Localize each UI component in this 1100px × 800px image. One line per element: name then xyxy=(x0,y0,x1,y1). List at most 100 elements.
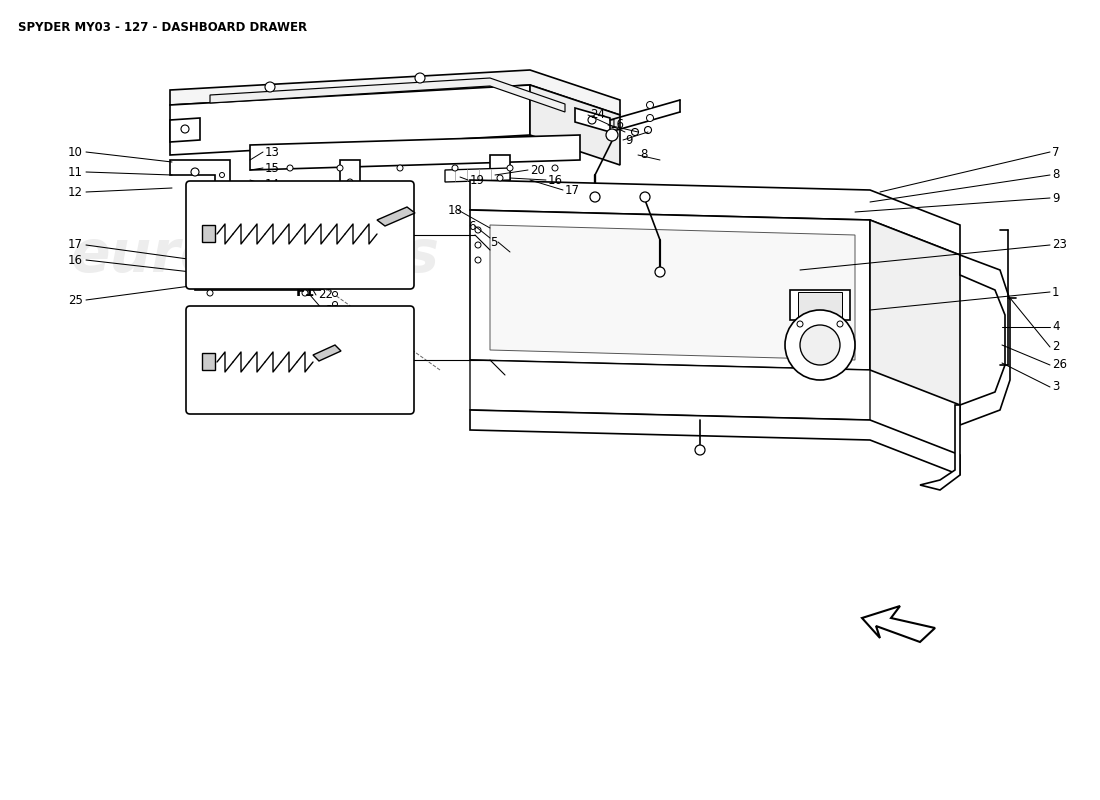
Text: 13: 13 xyxy=(265,146,279,158)
Polygon shape xyxy=(270,235,289,285)
Text: 27: 27 xyxy=(308,214,322,226)
Text: 16: 16 xyxy=(68,254,82,266)
Text: 25: 25 xyxy=(68,294,82,306)
Text: 23: 23 xyxy=(1052,238,1067,251)
Circle shape xyxy=(588,116,596,124)
Circle shape xyxy=(475,242,481,248)
Polygon shape xyxy=(920,405,960,490)
Circle shape xyxy=(287,165,293,171)
Circle shape xyxy=(475,227,481,233)
Text: 11: 11 xyxy=(68,166,82,178)
Text: 9: 9 xyxy=(1052,191,1059,205)
Text: 22: 22 xyxy=(318,289,333,302)
Circle shape xyxy=(606,129,618,141)
Circle shape xyxy=(475,257,481,263)
Polygon shape xyxy=(170,70,620,115)
Text: 2: 2 xyxy=(1052,341,1059,354)
Text: 7: 7 xyxy=(1052,146,1059,158)
Text: 19: 19 xyxy=(470,174,485,186)
Circle shape xyxy=(220,173,224,178)
Circle shape xyxy=(695,445,705,455)
Text: 17: 17 xyxy=(565,183,580,197)
Circle shape xyxy=(332,302,338,306)
Text: 14: 14 xyxy=(265,178,280,190)
Polygon shape xyxy=(530,85,620,165)
Text: 24: 24 xyxy=(590,109,605,122)
Polygon shape xyxy=(798,292,842,318)
Text: 28: 28 xyxy=(277,342,293,354)
Polygon shape xyxy=(202,353,215,370)
Circle shape xyxy=(800,325,840,365)
Text: 15: 15 xyxy=(265,162,279,174)
Polygon shape xyxy=(340,160,360,185)
Polygon shape xyxy=(250,135,580,170)
Polygon shape xyxy=(870,220,960,405)
Polygon shape xyxy=(790,290,850,320)
Circle shape xyxy=(182,125,189,133)
Circle shape xyxy=(452,165,458,171)
Text: 27: 27 xyxy=(308,342,322,354)
Text: eurospares: eurospares xyxy=(70,226,440,283)
Polygon shape xyxy=(170,85,530,155)
Circle shape xyxy=(397,165,403,171)
Text: 8: 8 xyxy=(640,149,648,162)
Text: 26: 26 xyxy=(1052,358,1067,371)
Circle shape xyxy=(640,192,650,202)
Text: 5: 5 xyxy=(490,235,497,249)
Circle shape xyxy=(837,321,843,327)
Circle shape xyxy=(647,102,653,109)
Circle shape xyxy=(191,168,199,176)
Polygon shape xyxy=(377,207,415,226)
Polygon shape xyxy=(490,155,510,180)
Circle shape xyxy=(552,165,558,171)
Text: 12: 12 xyxy=(68,186,82,198)
Text: 1: 1 xyxy=(1052,286,1059,298)
Circle shape xyxy=(332,291,338,297)
Polygon shape xyxy=(470,210,870,370)
Text: 21: 21 xyxy=(324,303,340,317)
Text: 6: 6 xyxy=(468,219,475,233)
Circle shape xyxy=(647,114,653,122)
Text: 9: 9 xyxy=(625,134,632,146)
Polygon shape xyxy=(170,160,230,210)
FancyBboxPatch shape xyxy=(186,181,414,289)
Circle shape xyxy=(332,311,338,317)
Polygon shape xyxy=(470,360,870,420)
Text: 16: 16 xyxy=(345,246,360,259)
Polygon shape xyxy=(195,230,320,290)
Circle shape xyxy=(302,290,308,296)
Circle shape xyxy=(497,175,503,181)
Text: 28: 28 xyxy=(271,214,285,226)
Circle shape xyxy=(220,187,224,193)
Polygon shape xyxy=(210,78,565,112)
Text: 17: 17 xyxy=(345,234,360,246)
Circle shape xyxy=(207,290,213,296)
Circle shape xyxy=(192,257,198,263)
Polygon shape xyxy=(314,345,341,361)
Circle shape xyxy=(645,126,651,134)
Polygon shape xyxy=(470,180,960,255)
Polygon shape xyxy=(205,235,225,285)
Text: 16: 16 xyxy=(548,174,563,186)
Text: F1: F1 xyxy=(296,285,315,299)
Circle shape xyxy=(785,310,855,380)
Polygon shape xyxy=(575,108,611,132)
Polygon shape xyxy=(236,235,257,285)
Polygon shape xyxy=(170,118,200,142)
Polygon shape xyxy=(960,255,1010,425)
Polygon shape xyxy=(202,225,215,242)
Text: 18: 18 xyxy=(448,203,463,217)
Circle shape xyxy=(265,82,275,92)
Polygon shape xyxy=(446,168,510,182)
Text: 8: 8 xyxy=(1052,169,1059,182)
Circle shape xyxy=(654,267,666,277)
Text: 10: 10 xyxy=(68,146,82,158)
Text: 16: 16 xyxy=(610,118,625,131)
Text: SPYDER MY03 - 127 - DASHBOARD DRAWER: SPYDER MY03 - 127 - DASHBOARD DRAWER xyxy=(18,21,307,34)
Polygon shape xyxy=(490,225,855,360)
FancyBboxPatch shape xyxy=(186,306,414,414)
Circle shape xyxy=(507,165,513,171)
Circle shape xyxy=(346,179,353,185)
Circle shape xyxy=(590,192,600,202)
Text: 17: 17 xyxy=(68,238,82,251)
